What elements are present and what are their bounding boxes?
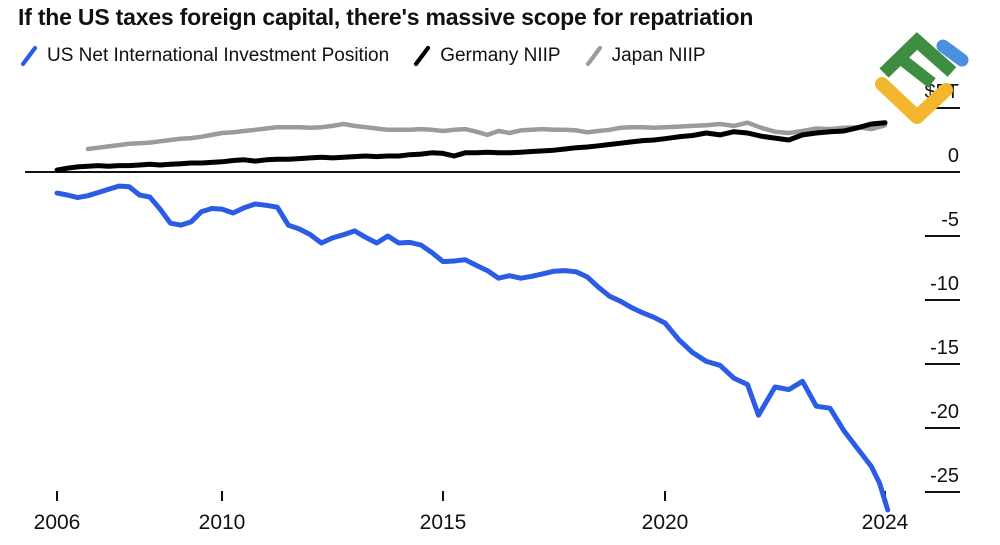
- legend-label-japan-niip: Japan NIIP: [611, 45, 706, 66]
- germany-line-swatch: [414, 45, 431, 67]
- y-tick-label: -5: [941, 209, 959, 231]
- line-swatch-icon: [414, 45, 431, 67]
- line-swatch-icon: [20, 45, 38, 67]
- legend-item-germany-niip: Germany NIIP: [413, 44, 561, 68]
- legend-label-us-niip: US Net International Investment Position: [47, 45, 390, 66]
- legend-item-japan-niip: Japan NIIP: [585, 44, 706, 68]
- x-tick-label: 2024: [862, 511, 909, 534]
- x-tick-label: 2010: [199, 511, 246, 534]
- y-tick-label: 0: [948, 145, 959, 167]
- japan-line-swatch: [585, 45, 602, 67]
- series-line-germany-niip: [54, 120, 888, 173]
- y-tick-label: -15: [930, 337, 959, 359]
- y-tick-label: -10: [930, 273, 959, 295]
- logo-blue-accent: [936, 39, 969, 67]
- series-line-japan-niip: [85, 120, 888, 152]
- y-tick-label: -25: [930, 465, 959, 487]
- legend-label-germany-niip: Germany NIIP: [440, 45, 561, 66]
- y-tick-label: -20: [930, 401, 959, 423]
- x-tick-label: 2015: [420, 511, 467, 534]
- logo-green-chevron: [879, 32, 957, 78]
- logo-yellow-check: [875, 77, 953, 124]
- x-tick-label: 2006: [34, 511, 81, 534]
- chart-title: If the US taxes foreign capital, there's…: [18, 4, 754, 30]
- legend-item-us-niip: US Net International Investment Position: [20, 44, 389, 68]
- x-tick-label: 2020: [642, 511, 689, 534]
- us-line-swatch: [20, 45, 38, 67]
- logo-green-inner-bar: [896, 53, 936, 88]
- chart-legend: US Net International Investment Position…: [20, 44, 706, 68]
- litefinance-logo: [875, 32, 969, 124]
- line-swatch-icon: [585, 45, 602, 67]
- series-line-us-net-international-investment-position: [54, 183, 891, 513]
